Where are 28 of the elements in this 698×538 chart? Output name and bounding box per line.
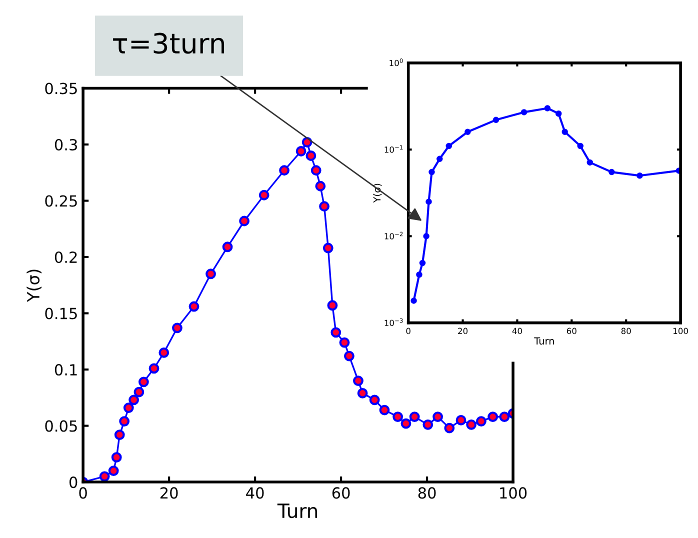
x-tick-label: 100 bbox=[674, 328, 688, 334]
x-tick-label: 0 bbox=[79, 487, 87, 499]
y-tick-label: 10$^{−2}$ bbox=[384, 232, 403, 240]
y-tick-label: 0.25 bbox=[45, 195, 77, 207]
x-tick-label: 0 bbox=[406, 328, 410, 334]
x-tick-label: 20 bbox=[160, 487, 178, 499]
annotation: τ=3turn bbox=[113, 32, 224, 54]
x-axis-title: Turn bbox=[534, 337, 554, 345]
y-tick-label: 0.05 bbox=[45, 420, 77, 432]
y-tick-label: 10$^{−3}$ bbox=[384, 318, 403, 326]
x-tick-label: 20 bbox=[458, 328, 468, 334]
x-tick-label: 40 bbox=[512, 328, 522, 334]
x-tick-label: 40 bbox=[246, 487, 264, 499]
x-tick-label: 60 bbox=[332, 487, 350, 499]
x-tick-label: 80 bbox=[418, 487, 436, 499]
y-tick-label: 0.3 bbox=[54, 138, 77, 151]
y-axis-title: Y(σ) bbox=[26, 270, 42, 302]
y-tick-label: 0 bbox=[69, 476, 78, 488]
y-tick-label: 0.15 bbox=[45, 308, 77, 320]
y-tick-label: 0.1 bbox=[54, 364, 77, 376]
y-tick-label: 0.35 bbox=[45, 82, 77, 94]
x-axis-title: Turn bbox=[277, 504, 318, 518]
y-tick-label: 0.2 bbox=[54, 251, 77, 264]
y-tick-label: 10$^{0}$ bbox=[390, 58, 403, 66]
x-tick-label: 80 bbox=[621, 328, 631, 334]
y-tick-label: 10$^{−1}$ bbox=[384, 145, 403, 153]
x-tick-label: 100 bbox=[500, 487, 527, 499]
x-tick-label: 60 bbox=[566, 328, 576, 334]
